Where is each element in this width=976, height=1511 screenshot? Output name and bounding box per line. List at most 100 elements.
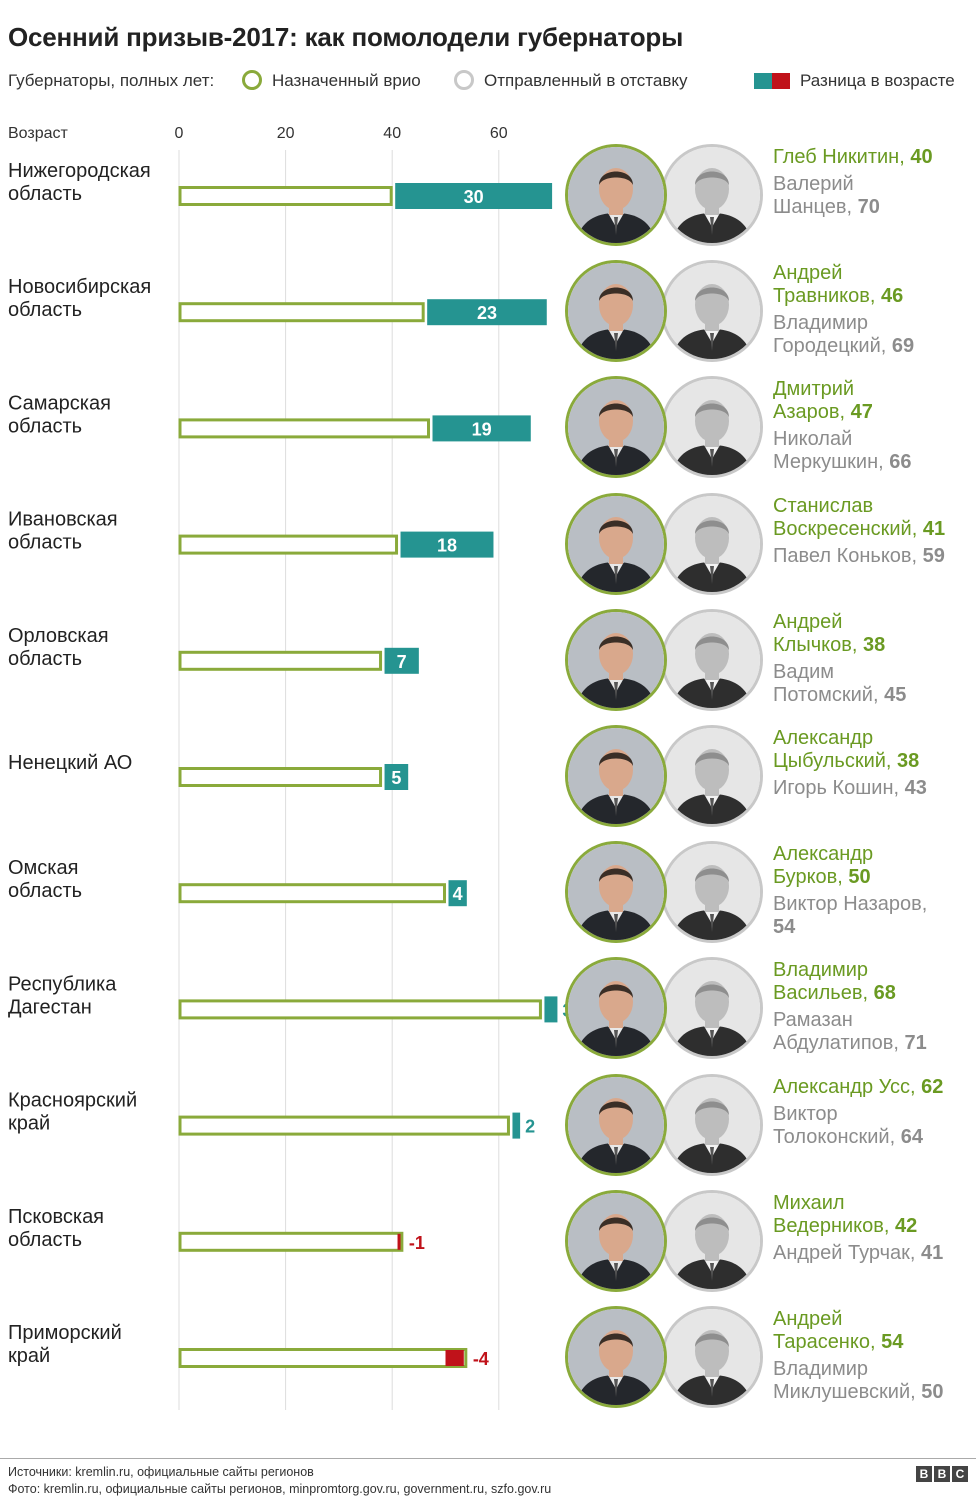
dismissed-governor-photo (661, 841, 763, 944)
dismissed-age: 70 (857, 196, 880, 218)
dismissed-name-line: Валерий (773, 173, 854, 195)
appointed-age-bar (178, 1115, 510, 1136)
portrait-icon (568, 1076, 664, 1173)
appointed-age-bar (178, 418, 431, 439)
appointed-age-bar (178, 883, 446, 904)
appointed-age: 46 (881, 285, 904, 308)
dismissed-name-line: Владимир (773, 312, 869, 335)
governor-names: Дмитрий Азаров, 47 Николай Меркушкин, 66 (773, 378, 973, 474)
region-label: область (8, 299, 82, 321)
dismissed-name-line: Толоконский, 64 (773, 1125, 923, 1148)
x-tick-label: 0 (175, 125, 184, 142)
governor-row: Андрей Клычков, 38 Вадим Потомский, 45 (560, 608, 970, 721)
governor-names: Станислав Воскресенский, 41 Павел Коньков,… (773, 495, 973, 568)
dismissed-age: 59 (922, 544, 945, 567)
appointed-governor-photo (565, 492, 667, 595)
legend-dismissed-label: Отправленный в отставку (484, 71, 688, 90)
appointed-governor-name: Александр Усс, 62 (773, 1076, 973, 1099)
x-axis-title: Возраст (8, 125, 69, 142)
governor-row: Андрей Тарасенко, 54 Владимир Миклушевский,… (560, 1306, 970, 1418)
legend-appointed-label: Назначенный врио (272, 71, 421, 90)
governor-row: Дмитрий Азаров, 47 Николай Меркушкин, 66 (560, 376, 970, 488)
x-tick-label: 20 (277, 125, 295, 142)
dismissed-name-line: Виктор (773, 1102, 838, 1125)
portrait-icon (664, 1309, 760, 1405)
appointed-age: 47 (850, 401, 873, 424)
dismissed-name-line: Шанцев, 70 (773, 196, 880, 218)
dismissed-governor-name: Павел Коньков, 59 (773, 545, 973, 568)
dismissed-age: 69 (891, 335, 915, 358)
age-difference-bar (448, 880, 467, 907)
footer-divider (0, 1458, 976, 1459)
appointed-name-line: Васильев, 68 (773, 982, 896, 1005)
dismissed-governor-photo (661, 492, 763, 595)
appointed-governor-name: Владимир Васильев, 68 (773, 959, 973, 1005)
region-label: область (8, 880, 82, 902)
dismissed-governor-name: Рамазан Абдулатипов, 71 (773, 1009, 973, 1055)
age-difference-label: 19 (472, 419, 492, 439)
x-tick-label: 60 (490, 125, 508, 142)
appointed-name-line: Глеб Никитин, 40 (773, 146, 933, 168)
dismissed-name-line: Рамазан (773, 1009, 853, 1032)
appointed-name-line: Тарасенко, 54 (773, 1331, 904, 1353)
dismissed-name-line: Владимир (773, 1358, 869, 1380)
portrait-icon (568, 263, 664, 360)
governor-row: Глеб Никитин, 40 Валерий Шанцев, 70 (560, 144, 970, 256)
dismissed-name-line: Вадим (773, 660, 835, 683)
appointed-age: 50 (848, 866, 871, 889)
dismissed-name-line: Меркушкин, 66 (773, 451, 912, 474)
appointed-name-line: Цыбульский, 38 (773, 750, 920, 772)
region-label: край (8, 1345, 50, 1367)
dismissed-name-line: Игорь Кошин, 43 (773, 777, 927, 799)
governor-row: Андрей Травников, 46 Владимир Городецкий, 6… (560, 260, 970, 372)
appointed-age-bar (178, 650, 383, 671)
appointed-governor-photo (565, 841, 667, 944)
portrait-icon (664, 960, 760, 1057)
portrait-icon (568, 147, 664, 243)
appointed-governor-photo (565, 957, 667, 1060)
dismissed-name-line: Потомский, 45 (773, 683, 907, 706)
age-difference-label: 2 (525, 1117, 535, 1137)
dismissed-age: 54 (773, 916, 796, 939)
appointed-age-bar (178, 1348, 468, 1368)
dismissed-governor-photo (661, 260, 763, 363)
region-label: область (8, 648, 82, 670)
age-difference-label: -1 (409, 1233, 425, 1253)
age-difference-bar (512, 1112, 521, 1139)
appointed-governor-name: Глеб Никитин, 40 (773, 146, 973, 169)
governor-row: Александр Цыбульский, 38 Игорь Кошин, 43 (560, 725, 970, 837)
governor-names: Александр Усс, 62 Виктор Толоконский, 64 (773, 1076, 973, 1149)
governor-row: Михаил Ведерников, 42 Андрей Турчак, 41 (560, 1189, 970, 1302)
appointed-name-line: Ведерников, 42 (773, 1214, 918, 1237)
appointed-age-bar (178, 767, 383, 787)
dismissed-governor-name: Николай Меркушкин, 66 (773, 428, 973, 474)
appointed-governor-name: Александр Бурков, 50 (773, 843, 973, 889)
portrait-icon (664, 1192, 760, 1289)
appointed-age: 41 (922, 517, 946, 540)
photo-credits-note: Фото: kremlin.ru, официальные сайты реги… (8, 1482, 552, 1496)
governor-row: Владимир Васильев, 68 Рамазан Абдулатипов, … (560, 957, 970, 1069)
portrait-icon (664, 1076, 760, 1173)
portrait-icon (664, 263, 760, 360)
appointed-name-line: Михаил (773, 1191, 845, 1214)
dismissed-governor-name: Владимир Миклушевский, 50 (773, 1358, 973, 1404)
dismissed-governor-photo (661, 957, 763, 1060)
dismissed-name-line: Павел Коньков, 59 (773, 544, 945, 567)
appointed-age: 40 (910, 146, 933, 168)
region-label: Ивановская (8, 509, 118, 531)
region-label: область (8, 415, 82, 437)
governor-names: Глеб Никитин, 40 Валерий Шанцев, 70 (773, 146, 973, 219)
region-label: Ненецкий АО (8, 752, 132, 774)
age-difference-bar (395, 183, 553, 209)
appointed-name-line: Александр Усс, 62 (773, 1075, 944, 1098)
dismissed-governor-photo (661, 1189, 763, 1292)
portrait-icon (568, 611, 664, 708)
region-label: область (8, 532, 82, 554)
age-difference-bar (397, 1233, 401, 1250)
age-difference-bar (445, 1350, 464, 1366)
portrait-icon (664, 844, 760, 941)
dismissed-age: 64 (900, 1125, 923, 1148)
region-label: край (8, 1113, 50, 1135)
appointed-governor-photo (565, 376, 667, 479)
